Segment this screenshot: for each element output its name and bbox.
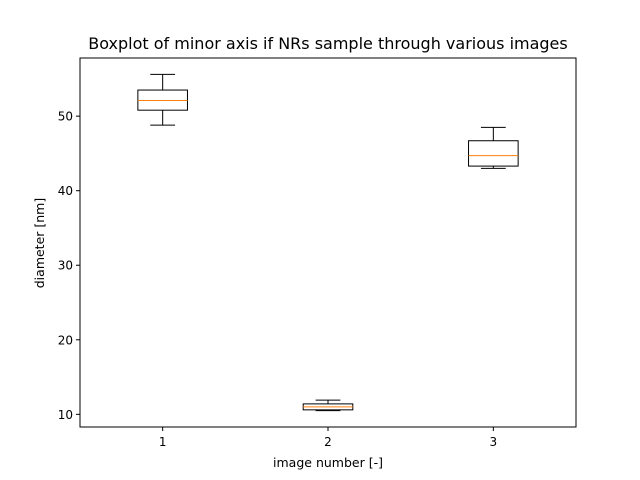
- chart-title: Boxplot of minor axis if NRs sample thro…: [88, 34, 567, 53]
- box-1: [137, 73, 188, 126]
- y-tick-label: 40: [58, 184, 73, 198]
- axes-frame: [79, 57, 577, 428]
- y-tick-label: 20: [58, 333, 73, 347]
- x-tick-label: 2: [324, 435, 332, 449]
- x-tick-label: 1: [159, 435, 167, 449]
- box-2: [302, 399, 354, 412]
- y-axis-label: diameter [nm]: [32, 198, 47, 289]
- iqr-box: [468, 140, 519, 167]
- plot-area: 10 20 30 40 50 1 2 3: [58, 73, 519, 449]
- x-axis-label: image number [-]: [273, 455, 383, 470]
- y-tick-label: 10: [58, 408, 73, 422]
- y-tick-label: 30: [58, 259, 73, 273]
- y-tick-label: 50: [58, 110, 73, 124]
- x-tick-label: 3: [490, 435, 498, 449]
- box-3: [468, 126, 519, 169]
